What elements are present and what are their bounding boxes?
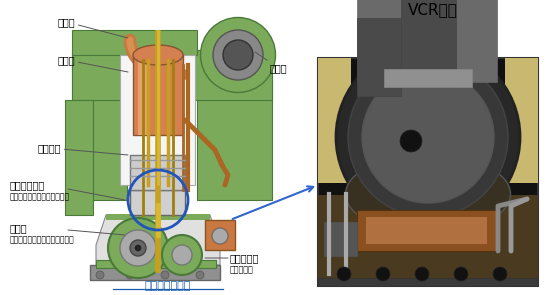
Circle shape	[348, 57, 508, 217]
Text: エンジン断面図: エンジン断面図	[145, 281, 191, 291]
Bar	[505, 58, 538, 183]
Bar	[130, 155, 185, 190]
Text: ピストン: ピストン	[38, 143, 128, 155]
Bar	[318, 195, 538, 286]
Ellipse shape	[213, 30, 263, 80]
Ellipse shape	[223, 40, 253, 70]
Circle shape	[336, 45, 520, 229]
Bar	[197, 80, 272, 200]
Text: （出力軸）: （出力軸）	[230, 266, 254, 275]
Text: （ピストンとクランク軸を結合: （ピストンとクランク軸を結合	[10, 235, 75, 245]
Bar	[72, 50, 272, 100]
Circle shape	[126, 271, 134, 279]
Bar	[357, 0, 497, 82]
Ellipse shape	[201, 17, 276, 93]
Bar	[318, 58, 538, 286]
Text: クロスヘッド: クロスヘッド	[10, 180, 45, 190]
Polygon shape	[96, 215, 220, 265]
Circle shape	[96, 271, 104, 279]
Circle shape	[415, 267, 429, 281]
Circle shape	[400, 130, 422, 152]
Text: VCR機構: VCR機構	[408, 2, 458, 17]
Text: 接合棒: 接合棒	[10, 223, 28, 233]
Bar	[133, 55, 183, 135]
Text: クランク軸: クランク軸	[230, 253, 260, 263]
Text: （ピストンと接合棒を結合）: （ピストンと接合棒を結合）	[10, 193, 70, 201]
Circle shape	[196, 271, 204, 279]
Circle shape	[161, 271, 169, 279]
Bar	[96, 260, 216, 268]
Circle shape	[130, 240, 146, 256]
Bar	[72, 55, 127, 200]
Bar	[357, 210, 497, 251]
Bar	[130, 190, 185, 215]
Ellipse shape	[345, 155, 510, 234]
Bar	[318, 58, 351, 183]
Ellipse shape	[133, 45, 183, 65]
Circle shape	[120, 230, 156, 266]
Bar	[65, 100, 93, 215]
Bar	[120, 55, 195, 185]
Circle shape	[135, 245, 141, 251]
Text: 排気弁: 排気弁	[58, 17, 128, 38]
Bar	[318, 264, 538, 286]
Circle shape	[212, 228, 228, 244]
Bar	[384, 69, 472, 87]
Circle shape	[493, 267, 507, 281]
Circle shape	[337, 267, 351, 281]
Text: 過給機: 過給機	[255, 52, 288, 73]
Bar	[318, 278, 538, 286]
Bar	[72, 30, 197, 55]
Bar	[90, 265, 220, 280]
Bar	[401, 0, 456, 87]
Bar	[324, 222, 357, 256]
Bar	[138, 55, 150, 135]
Bar	[357, 18, 401, 96]
Circle shape	[172, 245, 192, 265]
Bar	[366, 217, 487, 244]
Circle shape	[376, 267, 390, 281]
Circle shape	[454, 267, 468, 281]
Text: 燃焼室: 燃焼室	[58, 55, 128, 72]
Circle shape	[162, 235, 202, 275]
Bar	[205, 220, 235, 250]
Circle shape	[362, 71, 494, 203]
Bar	[106, 214, 210, 220]
Circle shape	[108, 218, 168, 278]
